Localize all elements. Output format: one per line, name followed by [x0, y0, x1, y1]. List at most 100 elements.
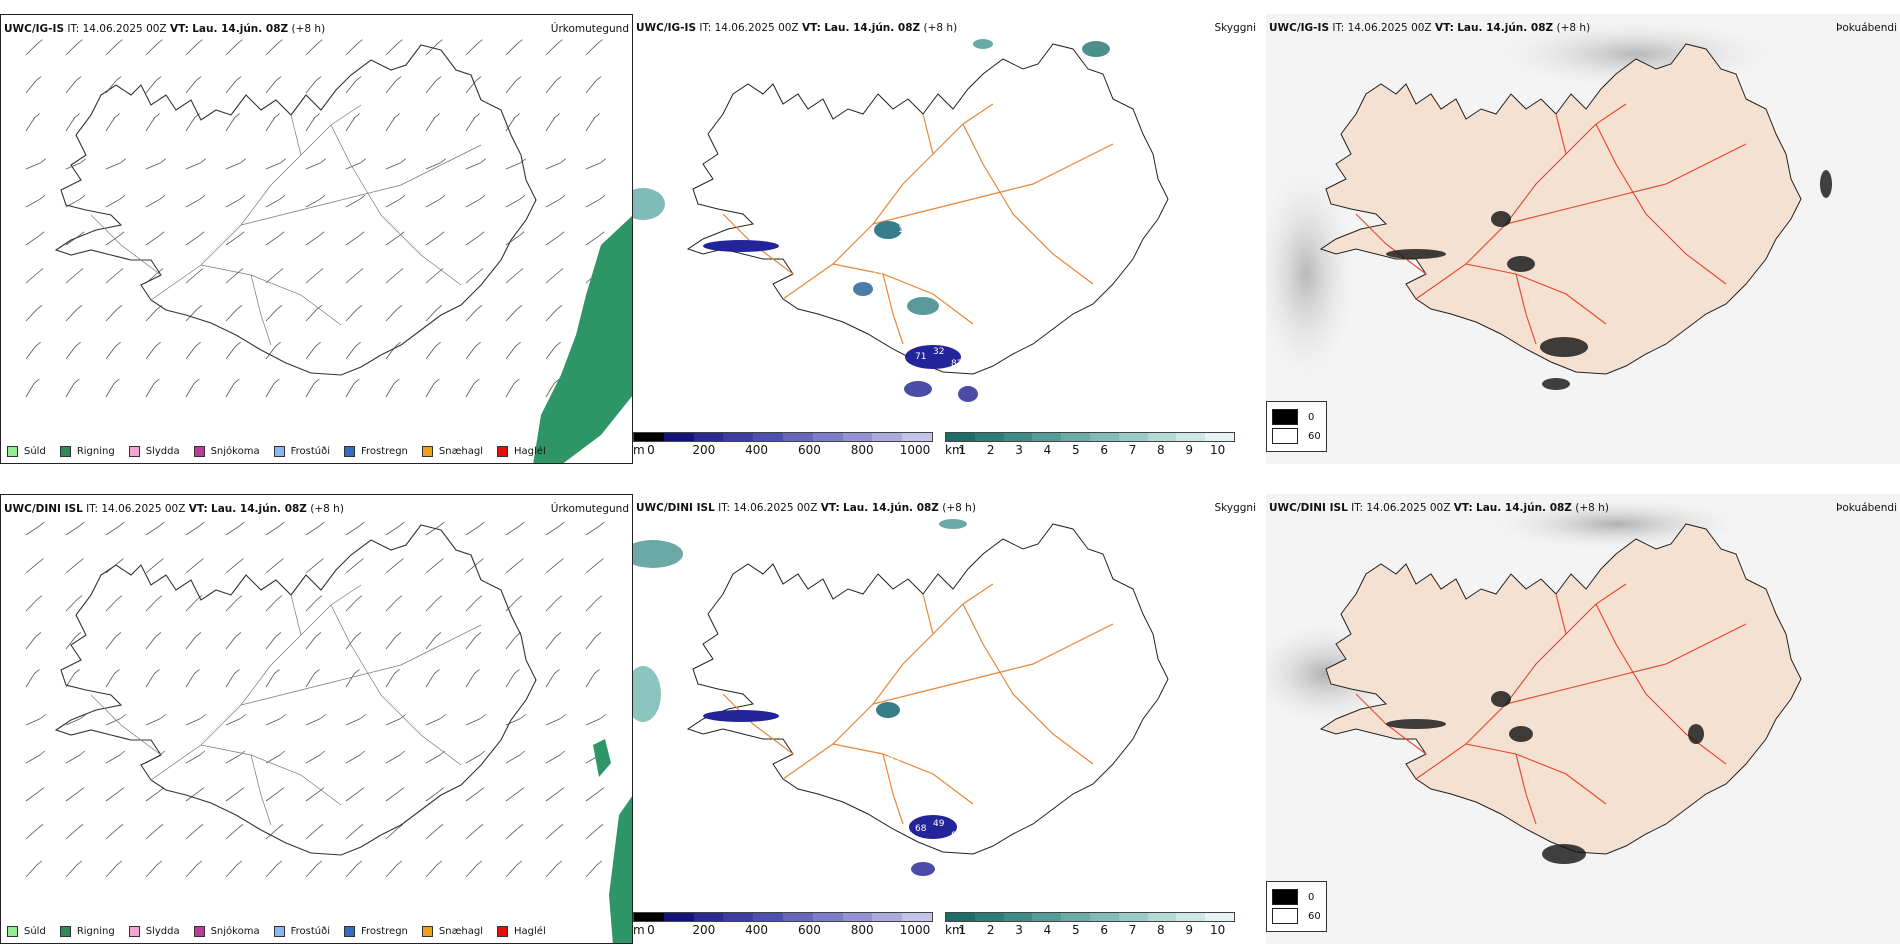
- wind-barb: [345, 198, 361, 208]
- wind-barb-flag: [235, 632, 242, 637]
- wind-barb: [105, 235, 120, 246]
- legend-label: Rigning: [76, 446, 115, 457]
- wind-barb-flag: [516, 595, 523, 600]
- wind-barb-flag: [354, 113, 360, 118]
- wind-barb-flag: [396, 860, 402, 866]
- wind-barb: [185, 718, 201, 726]
- wind-barb-flag: [353, 378, 360, 384]
- wind-barb: [25, 345, 36, 360]
- wind-barb: [145, 43, 158, 56]
- colorbar-step: [1003, 433, 1033, 441]
- wind-barb: [585, 43, 598, 56]
- wind-barb-flag: [439, 194, 446, 200]
- wind-barb: [305, 525, 320, 536]
- wind-barb: [425, 80, 437, 94]
- wind-barb-flag: [400, 158, 406, 164]
- wind-barb-flag: [478, 558, 484, 564]
- colorbar-unit: km: [945, 443, 964, 457]
- colorbar-step: [902, 913, 932, 921]
- fog-legend: 0 60: [1266, 401, 1327, 452]
- wind-barb-flag: [394, 113, 400, 118]
- wind-barb-flag: [197, 39, 203, 45]
- wind-barb-flag: [117, 39, 123, 45]
- colorbar-tick: 1000: [899, 923, 931, 937]
- wind-barbs: [25, 39, 606, 398]
- wind-barb: [425, 718, 441, 726]
- wind-barb: [145, 718, 161, 726]
- wind-barb: [265, 43, 278, 56]
- wind-barb: [505, 345, 516, 360]
- colorbar-unit: m: [633, 923, 645, 937]
- wind-barb: [265, 525, 280, 536]
- legend-swatch: [497, 446, 509, 457]
- wind-barb: [545, 864, 557, 878]
- wind-barb-flag: [560, 714, 566, 719]
- wind-barb: [105, 345, 116, 360]
- wind-barb-flag: [518, 558, 524, 564]
- wind-barb: [265, 828, 279, 840]
- legend-swatch: [59, 446, 71, 457]
- legend-swatch: [344, 446, 355, 457]
- wind-barb-flag: [438, 558, 444, 564]
- colorbar-step: [812, 913, 843, 921]
- colorbar-tick: 10: [1209, 443, 1226, 457]
- wind-barb-flag: [358, 558, 364, 564]
- wind-barb: [505, 718, 521, 726]
- colorbar-tick: 2: [986, 443, 995, 457]
- wind-barb-flag: [360, 714, 366, 719]
- legend-swatch: [193, 446, 205, 457]
- precip-legend-item: Slydda: [128, 926, 180, 937]
- wind-barb-flag: [555, 341, 561, 347]
- colorbar-tick: 5: [1071, 923, 1080, 937]
- wind-barb: [225, 754, 241, 764]
- colorbar-step: [1032, 913, 1062, 921]
- wind-barb: [105, 754, 121, 764]
- wind-barb: [345, 345, 356, 360]
- colorbar-tick: 7: [1128, 923, 1137, 937]
- wind-barb: [425, 383, 435, 398]
- colorbar-step: [974, 913, 1004, 921]
- legend-label: Slydda: [145, 926, 180, 937]
- wind-barb-flag: [399, 521, 405, 527]
- wind-barb-flag: [436, 304, 443, 310]
- wind-barb-flag: [154, 669, 160, 674]
- ceiling-colorbar: m 0 200 400 600 800 1000: [633, 912, 933, 937]
- wind-barb-flag: [75, 341, 81, 347]
- wind-barb: [465, 162, 481, 170]
- wind-barb-flag: [194, 113, 200, 118]
- wind-barb-flag: [596, 595, 603, 600]
- wind-barb: [585, 791, 600, 802]
- colorbar-step: [693, 433, 724, 441]
- colorbar-tick: 2: [986, 923, 995, 937]
- wind-barb: [265, 162, 281, 170]
- wind-barb-flag: [200, 158, 206, 164]
- wind-barb-flag: [119, 194, 126, 200]
- precip-legend-item: Snjókoma: [193, 926, 260, 937]
- wind-barb: [505, 636, 517, 650]
- wind-barb: [425, 754, 441, 764]
- wind-barb: [225, 828, 239, 840]
- precip-legend: Súld Rigning Slydda Snjókoma Frostúði Frostre…: [7, 446, 560, 457]
- wind-barb: [25, 117, 36, 132]
- wind-barb: [145, 828, 159, 840]
- wind-barb-flag: [275, 632, 282, 637]
- map-value-label: 13: [898, 225, 909, 235]
- wind-barb-flag: [34, 669, 40, 674]
- fog-patches: [1386, 170, 1832, 390]
- colorbar-step: [842, 433, 873, 441]
- colorbar-tick: 0: [647, 443, 655, 457]
- wind-barb-flag: [516, 304, 523, 310]
- wind-barb: [185, 345, 196, 360]
- wind-barb: [545, 791, 560, 802]
- wind-barb-flag: [595, 632, 602, 637]
- wind-barb-flag: [120, 714, 126, 719]
- wind-barb: [465, 383, 475, 398]
- colorbar-tick: 0: [647, 923, 655, 937]
- wind-barb-flag: [280, 714, 286, 719]
- wind-barb: [385, 235, 400, 246]
- wind-barb-flag: [279, 521, 285, 527]
- wind-barb: [345, 599, 358, 612]
- colorbar-step: [1176, 433, 1206, 441]
- legend-label: Rigning: [76, 926, 115, 937]
- low-cloud-patches: [633, 39, 1110, 402]
